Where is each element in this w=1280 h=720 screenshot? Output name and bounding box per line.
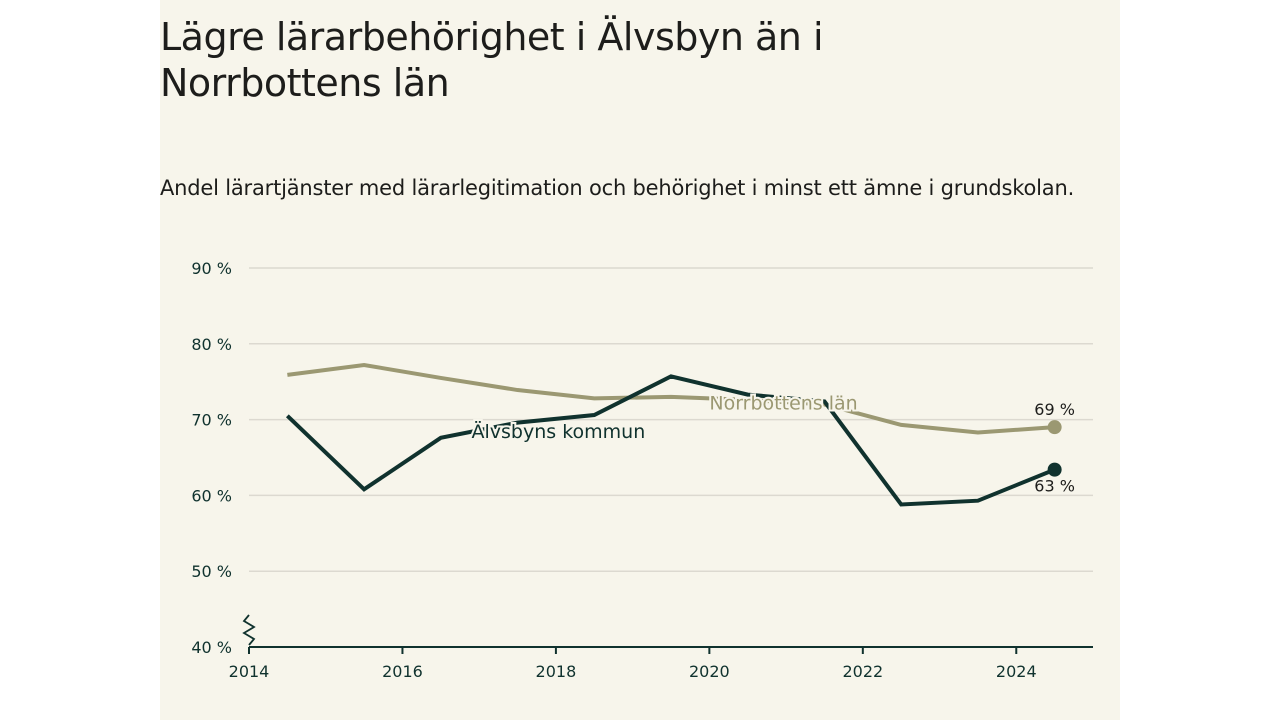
series-line-alvsbyn [285,374,1056,507]
end-point-alvsbyn [1047,462,1062,477]
x-tick-label: 2018 [536,662,577,681]
x-tick-label: 2024 [996,662,1037,681]
x-axis-ticks: 2014 2016 2018 2020 2022 2024 [229,614,1093,681]
end-point-norrbotten [1047,420,1062,435]
line-chart: 40 % 50 % 60 % 70 % 80 % 90 % 2014 2016 2018 202… [191,259,1093,681]
series-labels: Norrbottens län Älvsbyns kommun 69 % 63 … [470,391,1075,496]
series-label-alvsbyn: Älvsbyns kommun [472,420,646,443]
series-group [285,363,1062,507]
x-tick-label: 2022 [842,662,883,681]
chart-title: Lägre lärarbehörighet i Älvsbyn än i Nor… [160,15,824,105]
y-tick-label: 50 % [191,562,232,581]
end-value-alvsbyn: 63 % [1034,477,1075,496]
chart-card: Lägre lärarbehörighet i Älvsbyn än i Nor… [160,0,1120,720]
grid-lines [249,267,1093,572]
x-tick-label: 2020 [689,662,730,681]
y-tick-label: 40 % [191,638,232,657]
y-tick-label: 60 % [191,486,232,505]
series-label-norrbotten: Norrbottens län [709,393,857,415]
y-tick-label: 80 % [191,335,232,354]
end-value-norrbotten: 69 % [1034,400,1075,419]
x-tick-label: 2016 [382,662,423,681]
y-tick-label: 90 % [191,259,232,278]
y-axis-ticks: 40 % 50 % 60 % 70 % 80 % 90 % [191,259,232,657]
chart-subtitle: Andel lärartjänster med lärarlegitimatio… [160,176,1075,200]
axis-break-icon [242,614,256,646]
x-tick-label: 2014 [229,662,270,681]
y-tick-label: 70 % [191,411,232,430]
series-line-norrbotten [287,363,1055,435]
